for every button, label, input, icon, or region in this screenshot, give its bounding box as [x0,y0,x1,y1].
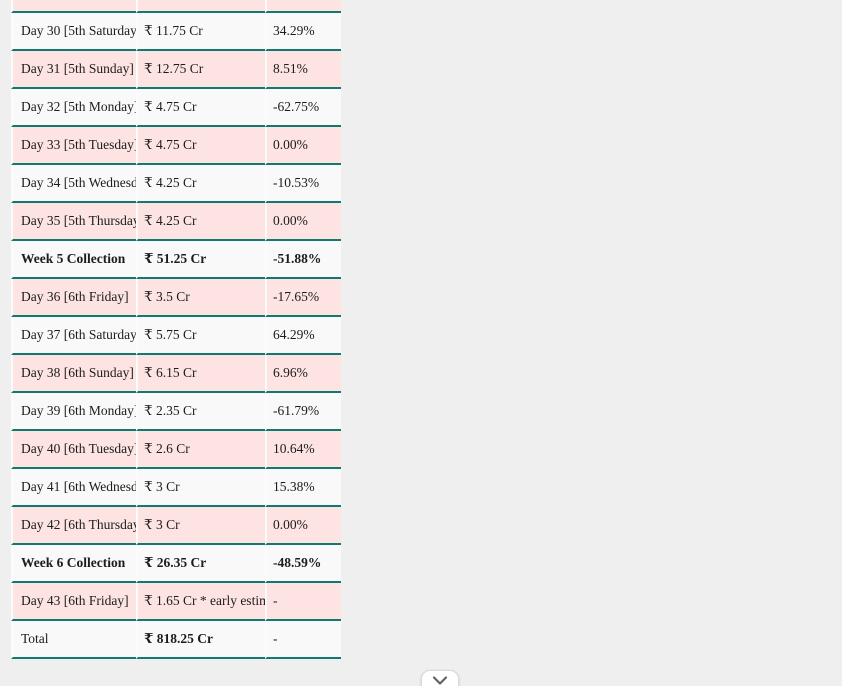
collection-cell: ₹ 2.35 Cr [136,393,265,431]
table-row: Day 42 [6th Thursday] ₹ 3 Cr 0.00% [11,507,341,545]
change-cell: 0.00% [265,127,341,165]
collection-cell: ₹ 818.25 Cr [136,621,265,659]
table-row: Day 30 [5th Saturday] ₹ 11.75 Cr 34.29% [11,13,341,51]
collections-table: Day 30 [5th Saturday] ₹ 11.75 Cr 34.29% … [11,0,341,659]
change-cell: 6.96% [265,355,341,393]
change-cell: 0.00% [265,507,341,545]
table-row: Day 41 [6th Wednesday] ₹ 3 Cr 15.38% [11,469,341,507]
collection-cell: ₹ 3.5 Cr [136,279,265,317]
collection-cell: ₹ 4.25 Cr [136,165,265,203]
change-cell: -51.88% [265,241,341,279]
day-cell: Day 41 [6th Wednesday] [11,469,136,507]
day-cell: Day 40 [6th Tuesday] [11,431,136,469]
table-row: Day 36 [6th Friday] ₹ 3.5 Cr -17.65% [11,279,341,317]
table-row: Day 39 [6th Monday] ₹ 2.35 Cr -61.79% [11,393,341,431]
table-row-partial [11,0,341,13]
collection-cell: ₹ 1.65 Cr * early estimates [136,583,265,621]
change-cell: - [265,621,341,659]
change-cell: -61.79% [265,393,341,431]
collection-cell: ₹ 4.75 Cr [136,89,265,127]
collection-cell: ₹ 26.35 Cr [136,545,265,583]
change-cell: -17.65% [265,279,341,317]
table-row: Day 31 [5th Sunday] ₹ 12.75 Cr 8.51% [11,51,341,89]
change-cell: 8.51% [265,51,341,89]
day-cell: Day 35 [5th Thursday] [11,203,136,241]
table-row: Day 43 [6th Friday] ₹ 1.65 Cr * early es… [11,583,341,621]
week-summary-row: Week 5 Collection ₹ 51.25 Cr -51.88% [11,241,341,279]
day-cell: Day 43 [6th Friday] [11,583,136,621]
change-cell: 15.38% [265,469,341,507]
change-cell [265,0,341,13]
table-row: Day 40 [6th Tuesday] ₹ 2.6 Cr 10.64% [11,431,341,469]
collection-cell [136,0,265,13]
collection-cell: ₹ 2.6 Cr [136,431,265,469]
total-row: Total ₹ 818.25 Cr - [11,621,341,659]
change-cell: 0.00% [265,203,341,241]
change-cell: 64.29% [265,317,341,355]
change-cell: -48.59% [265,545,341,583]
day-cell: Day 32 [5th Monday] [11,89,136,127]
day-cell: Day 30 [5th Saturday] [11,13,136,51]
day-cell: Day 34 [5th Wednesday] [11,165,136,203]
collection-cell: ₹ 6.15 Cr [136,355,265,393]
table-row: Day 33 [5th Tuesday] ₹ 4.75 Cr 0.00% [11,127,341,165]
collection-cell: ₹ 3 Cr [136,469,265,507]
day-cell: Day 39 [6th Monday] [11,393,136,431]
collection-cell: ₹ 5.75 Cr [136,317,265,355]
change-cell: -62.75% [265,89,341,127]
table-row: Day 37 [6th Saturday] ₹ 5.75 Cr 64.29% [11,317,341,355]
collections-table-container: Day 30 [5th Saturday] ₹ 11.75 Cr 34.29% … [11,0,341,659]
day-cell: Total [11,621,136,659]
collection-cell: ₹ 51.25 Cr [136,241,265,279]
day-cell: Day 42 [6th Thursday] [11,507,136,545]
table-row: Day 35 [5th Thursday] ₹ 4.25 Cr 0.00% [11,203,341,241]
week-summary-row: Week 6 Collection ₹ 26.35 Cr -48.59% [11,545,341,583]
change-cell: 34.29% [265,13,341,51]
day-cell: Week 5 Collection [11,241,136,279]
collection-cell: ₹ 3 Cr [136,507,265,545]
table-row: Day 34 [5th Wednesday] ₹ 4.25 Cr -10.53% [11,165,341,203]
day-cell [11,0,136,13]
collection-cell: ₹ 11.75 Cr [136,13,265,51]
day-cell: Day 36 [6th Friday] [11,279,136,317]
change-cell: 10.64% [265,431,341,469]
day-cell: Day 37 [6th Saturday] [11,317,136,355]
day-cell: Week 6 Collection [11,545,136,583]
collection-cell: ₹ 4.75 Cr [136,127,265,165]
collection-cell: ₹ 12.75 Cr [136,51,265,89]
table-row: Day 32 [5th Monday] ₹ 4.75 Cr -62.75% [11,89,341,127]
change-cell: -10.53% [265,165,341,203]
change-cell: - [265,583,341,621]
scroll-down-button[interactable] [421,670,459,686]
day-cell: Day 33 [5th Tuesday] [11,127,136,165]
collection-cell: ₹ 4.25 Cr [136,203,265,241]
table-row: Day 38 [6th Sunday] ₹ 6.15 Cr 6.96% [11,355,341,393]
chevron-down-icon [432,676,448,685]
day-cell: Day 38 [6th Sunday] [11,355,136,393]
day-cell: Day 31 [5th Sunday] [11,51,136,89]
